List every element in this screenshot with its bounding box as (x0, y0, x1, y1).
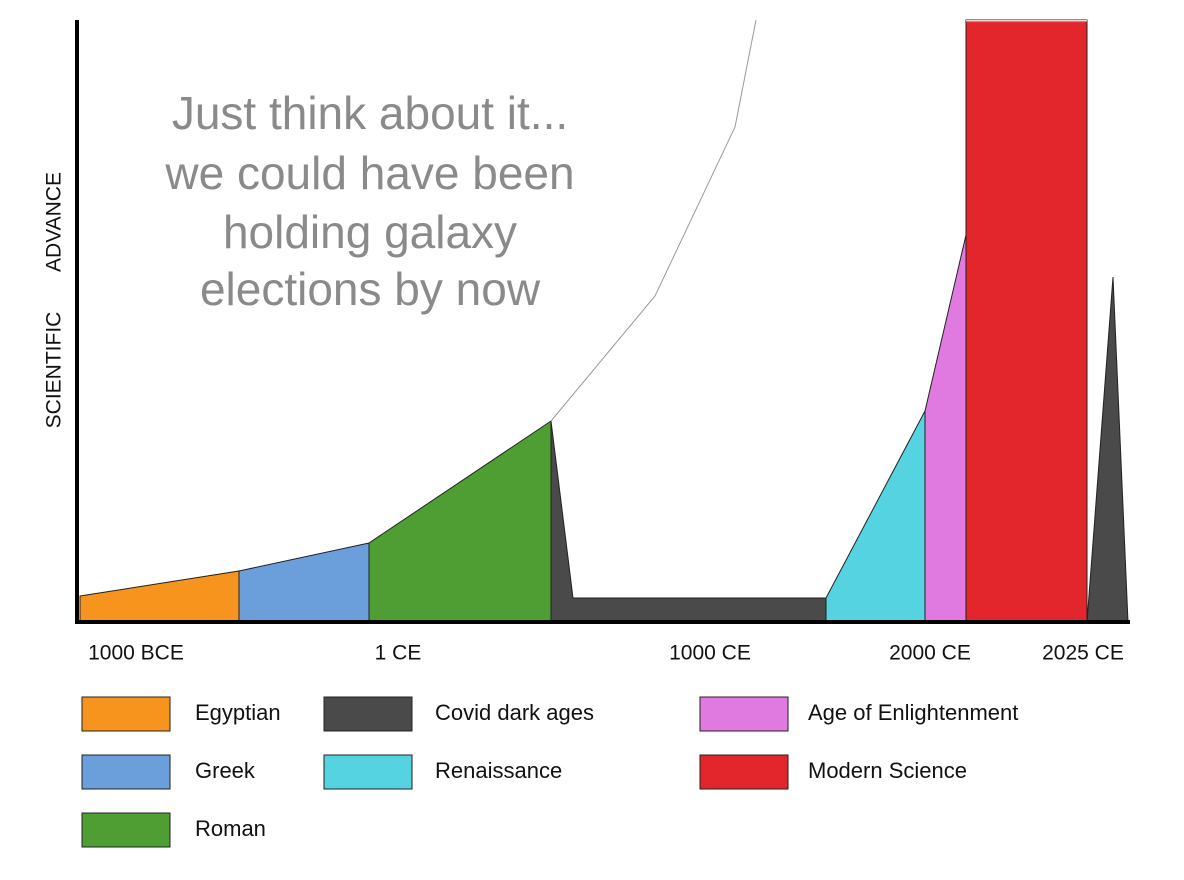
legend-swatch (699, 696, 789, 732)
x-tick-label: 2025 CE (1042, 642, 1124, 665)
legend-swatch (81, 754, 171, 790)
legend-swatch (699, 754, 789, 790)
y-axis-label: ADVANCE (43, 172, 66, 272)
legend-label: Egyptian (195, 700, 281, 725)
legend-label: Age of Enlightenment (808, 700, 1018, 725)
region (238, 542, 370, 623)
legend-label: Covid dark ages (435, 700, 594, 725)
annotation-line: we could have been (164, 147, 574, 199)
legend-label: Roman (195, 816, 266, 841)
fade (966, 20, 1087, 60)
region (965, 19, 1088, 623)
legend-swatch (81, 696, 171, 732)
x-tick-label: 1000 CE (669, 642, 751, 665)
annotation-line: holding galaxy (223, 206, 517, 258)
legend-label: Greek (195, 758, 256, 783)
x-tick-label: 1000 BCE (88, 642, 184, 665)
region (79, 570, 240, 623)
annotation-line: elections by now (200, 263, 541, 315)
region (924, 234, 967, 623)
legend-label: Renaissance (435, 758, 562, 783)
x-tick-label: 2000 CE (889, 642, 971, 665)
x-tick-label: 1 CE (375, 642, 422, 665)
region (1086, 276, 1129, 623)
region (550, 420, 827, 623)
projection-line (550, 19, 757, 422)
annotation-line: Just think about it... (172, 87, 568, 139)
legend-swatch (81, 812, 171, 848)
region (825, 410, 926, 623)
y-axis-label: SCIENTIFIC (43, 312, 66, 429)
regions (79, 19, 1129, 623)
legend-swatch (323, 754, 413, 790)
legend-swatch (323, 696, 413, 732)
region (368, 420, 552, 623)
legend-label: Modern Science (808, 758, 967, 783)
